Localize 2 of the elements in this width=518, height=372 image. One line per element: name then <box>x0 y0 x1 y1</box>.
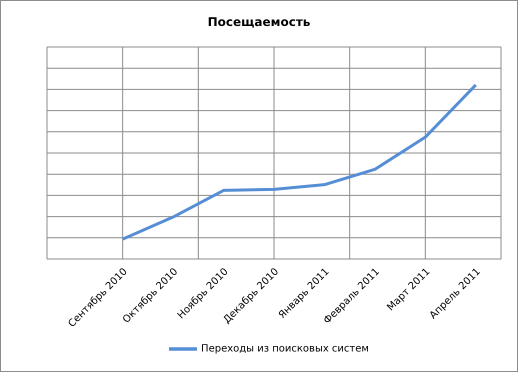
legend-label: Переходы из поисковых систем <box>201 344 369 355</box>
chart-title: Посещаемость <box>206 15 312 29</box>
